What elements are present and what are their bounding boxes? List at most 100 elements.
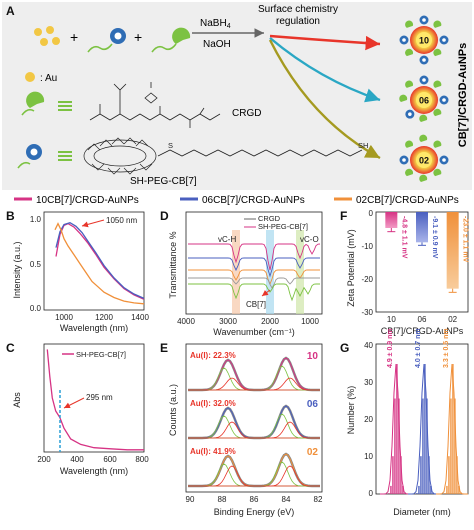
crgd-legend-icon xyxy=(21,91,45,116)
plus-sign-2: + xyxy=(134,29,142,45)
panel-e-frame xyxy=(185,343,323,493)
panel-g-histogram-bar xyxy=(454,398,456,494)
cb7-cavity-icon xyxy=(422,58,426,62)
crgd-ligand-icon xyxy=(405,168,414,177)
nanoparticle-label: 06 xyxy=(419,96,429,106)
crgd-ligand-icon xyxy=(399,94,408,102)
series-legend: 10CB[7]/CRGD-AuNPs 06CB[7]/CRGD-AuNPs 02… xyxy=(14,195,459,206)
panel-g-histogram-bar xyxy=(432,493,434,494)
panel-f-xtick: 10 xyxy=(387,315,396,324)
panel-g-histogram-bar xyxy=(392,456,394,494)
panel-e: E Counts (a.u.) Au(I): 22.3% 10 Au(I): 3… xyxy=(160,341,323,517)
panel-f-value-label: -4.8 ± 1.1 mV xyxy=(400,216,407,259)
panel-d: D Transmittance % CRGD SH-PEG-CB[7] vC-H… xyxy=(160,209,323,337)
equivalence-sign-1 xyxy=(58,101,72,111)
panel-f-ytick: -30 xyxy=(361,308,373,317)
panel-b-peak-arrow xyxy=(81,219,105,228)
au-core-center xyxy=(416,152,432,168)
crgd-legend-label: CRGD xyxy=(232,108,261,119)
cb7-cavity-icon xyxy=(442,98,446,102)
panel-e-row-label: 06 xyxy=(307,399,319,410)
panel-e-fit-envelope xyxy=(188,453,320,487)
panel-g-histogram-bar xyxy=(430,485,432,494)
crgd-ligand-icon xyxy=(433,168,442,177)
panel-d-plot xyxy=(188,243,321,302)
panel-e-row-tag: Au(I): 32.0% xyxy=(190,399,236,408)
panel-e-fit-envelope xyxy=(188,405,320,439)
cb7-macrocycle-drawing xyxy=(83,137,157,175)
panel-b-series-line xyxy=(54,222,145,305)
panel-e-fit-component xyxy=(188,377,320,391)
cb7-cavity-icon xyxy=(402,158,406,162)
panel-f-bar xyxy=(385,212,398,228)
au-legend-label: : Au xyxy=(40,73,57,84)
crgd-structure-drawing xyxy=(89,82,221,128)
panel-e-xtick: 84 xyxy=(282,495,291,504)
panel-d-ylabel: Transmittance % xyxy=(168,231,178,298)
panel-c-peak-arrow xyxy=(63,397,85,409)
peg-chain-drawing xyxy=(157,149,363,157)
panel-d-ch-band xyxy=(232,230,240,314)
panel-b-ylabel: Intensity (a.u.) xyxy=(12,241,22,298)
panel-e-xtick: 86 xyxy=(250,495,259,504)
au-legend-icon xyxy=(25,72,35,82)
route-arrow-02 xyxy=(268,39,381,160)
nanoparticle-10: 10 xyxy=(399,15,449,65)
panel-g-fit-curve xyxy=(436,363,468,495)
panel-g-histogram-bar xyxy=(390,485,392,494)
reagent-naoh: NaOH xyxy=(203,39,231,50)
panel-b-frame xyxy=(43,211,145,311)
panel-g-histogram-bar xyxy=(396,364,398,494)
panel-g-ytick: 0 xyxy=(369,489,374,498)
legend-label-02: 02CB[7]/CRGD-AuNPs xyxy=(356,195,459,206)
crgd-ligand-icon xyxy=(405,20,414,28)
panel-e-label: E xyxy=(160,341,168,355)
panel-g-histogram-bar xyxy=(422,398,424,494)
panel-c: C Abs 200 400 600 800 Wavelength (nm) SH… xyxy=(6,341,149,476)
panel-g-ytick: 30 xyxy=(364,378,373,387)
nanoparticle-02: 02 xyxy=(399,134,449,182)
product-side-label: CB[7]/CRGD-AuNPs xyxy=(457,43,469,148)
panel-g-histogram-bar xyxy=(426,398,428,494)
legend-label-06: 06CB[7]/CRGD-AuNPs xyxy=(202,195,305,206)
legend-label-10: 10CB[7]/CRGD-AuNPs xyxy=(36,195,139,206)
panel-g-histogram-bar xyxy=(418,485,420,494)
panel-g-xlabel: Diameter (nm) xyxy=(393,507,451,517)
au-seed-cluster xyxy=(34,26,60,46)
crgd-ligand-icon xyxy=(433,108,442,117)
panel-b-ytick: 0.0 xyxy=(30,304,42,313)
panel-b-series-line xyxy=(55,221,145,299)
equivalence-sign-2 xyxy=(58,151,72,161)
panel-b-xlabel: Wavelength (nm) xyxy=(60,323,128,333)
panel-e-xtick: 90 xyxy=(186,495,195,504)
panel-g-histogram-bar xyxy=(394,398,396,494)
crgd-ligand-icon xyxy=(405,80,414,88)
panel-f-ytick: -20 xyxy=(361,275,373,284)
panel-e-xtick: 88 xyxy=(218,495,227,504)
panel-f-value-label: -9.1 ± 0.9 mV xyxy=(431,216,438,259)
panel-f-xtick: 06 xyxy=(418,315,427,324)
arrow-label-line1: Surface chemistry xyxy=(258,4,338,15)
cb7-cavity-icon xyxy=(422,18,426,22)
crgd-ligand-icon xyxy=(151,27,191,53)
panel-f-bar xyxy=(446,212,459,289)
panel-g-ytick: 20 xyxy=(364,415,373,424)
panel-g-histogram-bar xyxy=(456,456,458,494)
panel-c-label: C xyxy=(6,341,15,355)
plus-sign-1: + xyxy=(70,29,78,45)
panel-c-ylabel: Abs xyxy=(12,392,22,408)
panel-e-xlabel: Binding Energy (eV) xyxy=(214,507,295,517)
panel-e-fit-component xyxy=(188,465,320,487)
panel-d-peak-co: vC-O xyxy=(300,235,319,244)
panel-e-row-tag: Au(I): 41.9% xyxy=(190,447,236,456)
panel-e-row-label: 10 xyxy=(307,351,319,362)
panel-g-size-label: 4.9 ± 0.9 nm xyxy=(387,328,394,368)
panel-d-legend-peg: SH-PEG-CB[7] xyxy=(258,222,308,231)
panel-d-xtick: 4000 xyxy=(177,317,195,326)
panel-c-xtick: 600 xyxy=(103,455,117,464)
panel-b-ytick: 0.5 xyxy=(30,260,42,269)
panel-e-fit-envelope xyxy=(188,357,320,391)
sulfur-atom-label: S xyxy=(168,141,173,150)
panel-d-frame xyxy=(185,211,323,315)
route-arrow-06 xyxy=(269,37,381,103)
